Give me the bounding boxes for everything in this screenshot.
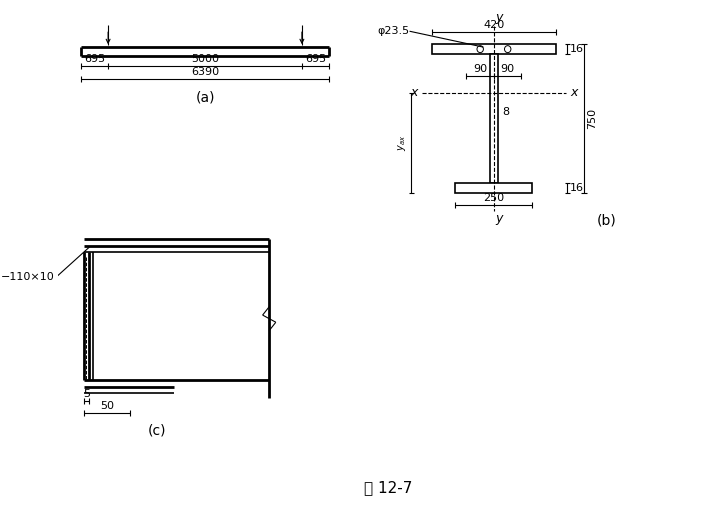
Text: $y_{ax}$: $y_{ax}$: [396, 135, 408, 151]
Text: 图 12-7: 图 12-7: [364, 480, 412, 495]
Text: 6390: 6390: [191, 67, 219, 77]
Bar: [456, 183, 533, 193]
Text: 90: 90: [473, 64, 487, 74]
Text: 750: 750: [588, 108, 598, 129]
Text: 8: 8: [503, 107, 509, 118]
Bar: [490, 54, 497, 183]
Text: 90: 90: [500, 64, 515, 74]
Text: 695: 695: [84, 54, 105, 64]
Text: (b): (b): [597, 213, 616, 227]
Text: 16: 16: [570, 44, 584, 54]
Text: φ23.5: φ23.5: [377, 26, 410, 36]
Text: 250: 250: [483, 193, 505, 203]
Text: (c): (c): [148, 423, 167, 437]
Text: (a): (a): [195, 91, 215, 105]
Text: −110×10: −110×10: [1, 272, 55, 282]
Text: 695: 695: [305, 54, 326, 64]
Text: x: x: [570, 86, 578, 99]
Text: 50: 50: [99, 401, 114, 411]
Bar: [432, 44, 557, 54]
Text: y: y: [496, 212, 503, 225]
Text: y: y: [496, 11, 503, 24]
Text: x: x: [410, 86, 418, 99]
Text: 420: 420: [483, 20, 505, 30]
Text: 5000: 5000: [191, 54, 219, 64]
Text: 5: 5: [83, 389, 89, 399]
Text: 16: 16: [570, 183, 584, 193]
